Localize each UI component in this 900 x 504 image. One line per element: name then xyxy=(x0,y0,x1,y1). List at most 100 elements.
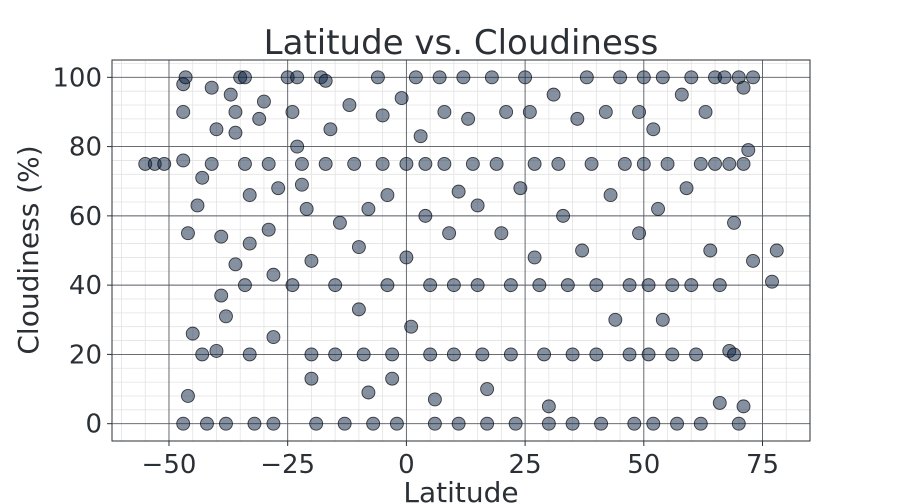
data-point xyxy=(195,347,210,362)
data-point xyxy=(394,91,409,106)
y-tick-label: 60 xyxy=(69,202,102,232)
data-point xyxy=(727,347,741,362)
data-point xyxy=(181,389,195,403)
data-point xyxy=(181,226,195,241)
data-point xyxy=(456,70,471,85)
data-point xyxy=(389,416,404,431)
data-point xyxy=(527,250,542,265)
data-point xyxy=(256,94,271,109)
data-point xyxy=(328,278,343,293)
data-point xyxy=(242,347,257,362)
data-point xyxy=(480,416,495,431)
data-point xyxy=(518,70,533,85)
data-point xyxy=(228,105,243,119)
data-point xyxy=(271,181,286,196)
data-point xyxy=(575,243,590,258)
data-point xyxy=(480,382,495,396)
data-point xyxy=(176,153,191,168)
data-point xyxy=(238,70,252,85)
data-point xyxy=(437,156,452,171)
data-point xyxy=(242,188,257,203)
data-point xyxy=(178,70,193,85)
data-point xyxy=(665,347,680,362)
data-point xyxy=(309,416,324,431)
data-point xyxy=(660,156,675,171)
data-point xyxy=(399,250,414,265)
data-point xyxy=(617,156,632,171)
data-point xyxy=(632,105,647,119)
data-point xyxy=(746,70,760,85)
data-point xyxy=(651,201,666,216)
data-point xyxy=(290,70,305,85)
data-point xyxy=(641,278,656,293)
data-point xyxy=(727,215,741,230)
data-point xyxy=(579,70,594,85)
data-point xyxy=(551,156,566,171)
x-tick-label: 50 xyxy=(627,450,660,480)
data-point xyxy=(722,156,737,171)
data-point xyxy=(266,330,281,345)
data-point xyxy=(228,125,243,140)
x-tick-label: 0 xyxy=(398,450,415,480)
data-point xyxy=(541,416,556,431)
data-point xyxy=(247,416,262,431)
data-point xyxy=(242,236,257,251)
data-point xyxy=(646,416,661,431)
data-point xyxy=(351,240,366,254)
x-tick-label: −25 xyxy=(260,450,315,480)
data-point xyxy=(508,416,523,431)
data-point xyxy=(375,108,390,123)
y-tick-label: 100 xyxy=(52,63,102,93)
data-point xyxy=(332,215,347,230)
data-point xyxy=(190,198,205,213)
data-point xyxy=(731,416,746,431)
data-point xyxy=(736,80,751,95)
data-point xyxy=(541,399,556,414)
data-point xyxy=(689,347,703,362)
data-point xyxy=(385,347,400,362)
data-point xyxy=(556,208,571,223)
data-point xyxy=(351,302,366,317)
data-point xyxy=(266,267,281,282)
data-point xyxy=(632,226,647,241)
data-point xyxy=(304,371,319,386)
y-tick-label: 80 xyxy=(69,133,102,163)
data-point xyxy=(214,288,229,303)
data-point xyxy=(741,143,756,158)
data-point xyxy=(347,156,362,171)
data-point xyxy=(693,156,708,171)
x-tick-label: 25 xyxy=(509,450,542,480)
data-point xyxy=(214,229,229,244)
plot-frame xyxy=(111,59,811,442)
data-point xyxy=(427,416,442,431)
data-point xyxy=(736,156,751,171)
data-point xyxy=(219,416,233,431)
data-point xyxy=(451,416,466,431)
data-point xyxy=(337,416,352,431)
data-point xyxy=(323,122,338,137)
data-point xyxy=(684,70,699,85)
data-point xyxy=(565,416,580,431)
data-point xyxy=(570,111,585,126)
data-point xyxy=(219,309,233,324)
data-point xyxy=(746,253,760,268)
data-point xyxy=(489,156,504,171)
data-point xyxy=(641,347,656,362)
data-point xyxy=(285,278,300,293)
data-point xyxy=(375,156,390,171)
data-point xyxy=(503,347,518,362)
data-point xyxy=(294,177,309,192)
data-point xyxy=(703,243,718,258)
data-point xyxy=(299,201,314,216)
data-point xyxy=(176,105,191,119)
data-point xyxy=(399,156,414,171)
y-tick-label: 0 xyxy=(85,410,102,440)
data-point xyxy=(252,111,267,126)
data-point xyxy=(565,347,580,362)
data-point xyxy=(342,98,357,112)
data-point xyxy=(437,105,452,119)
data-point xyxy=(418,208,433,223)
data-point xyxy=(470,278,485,293)
